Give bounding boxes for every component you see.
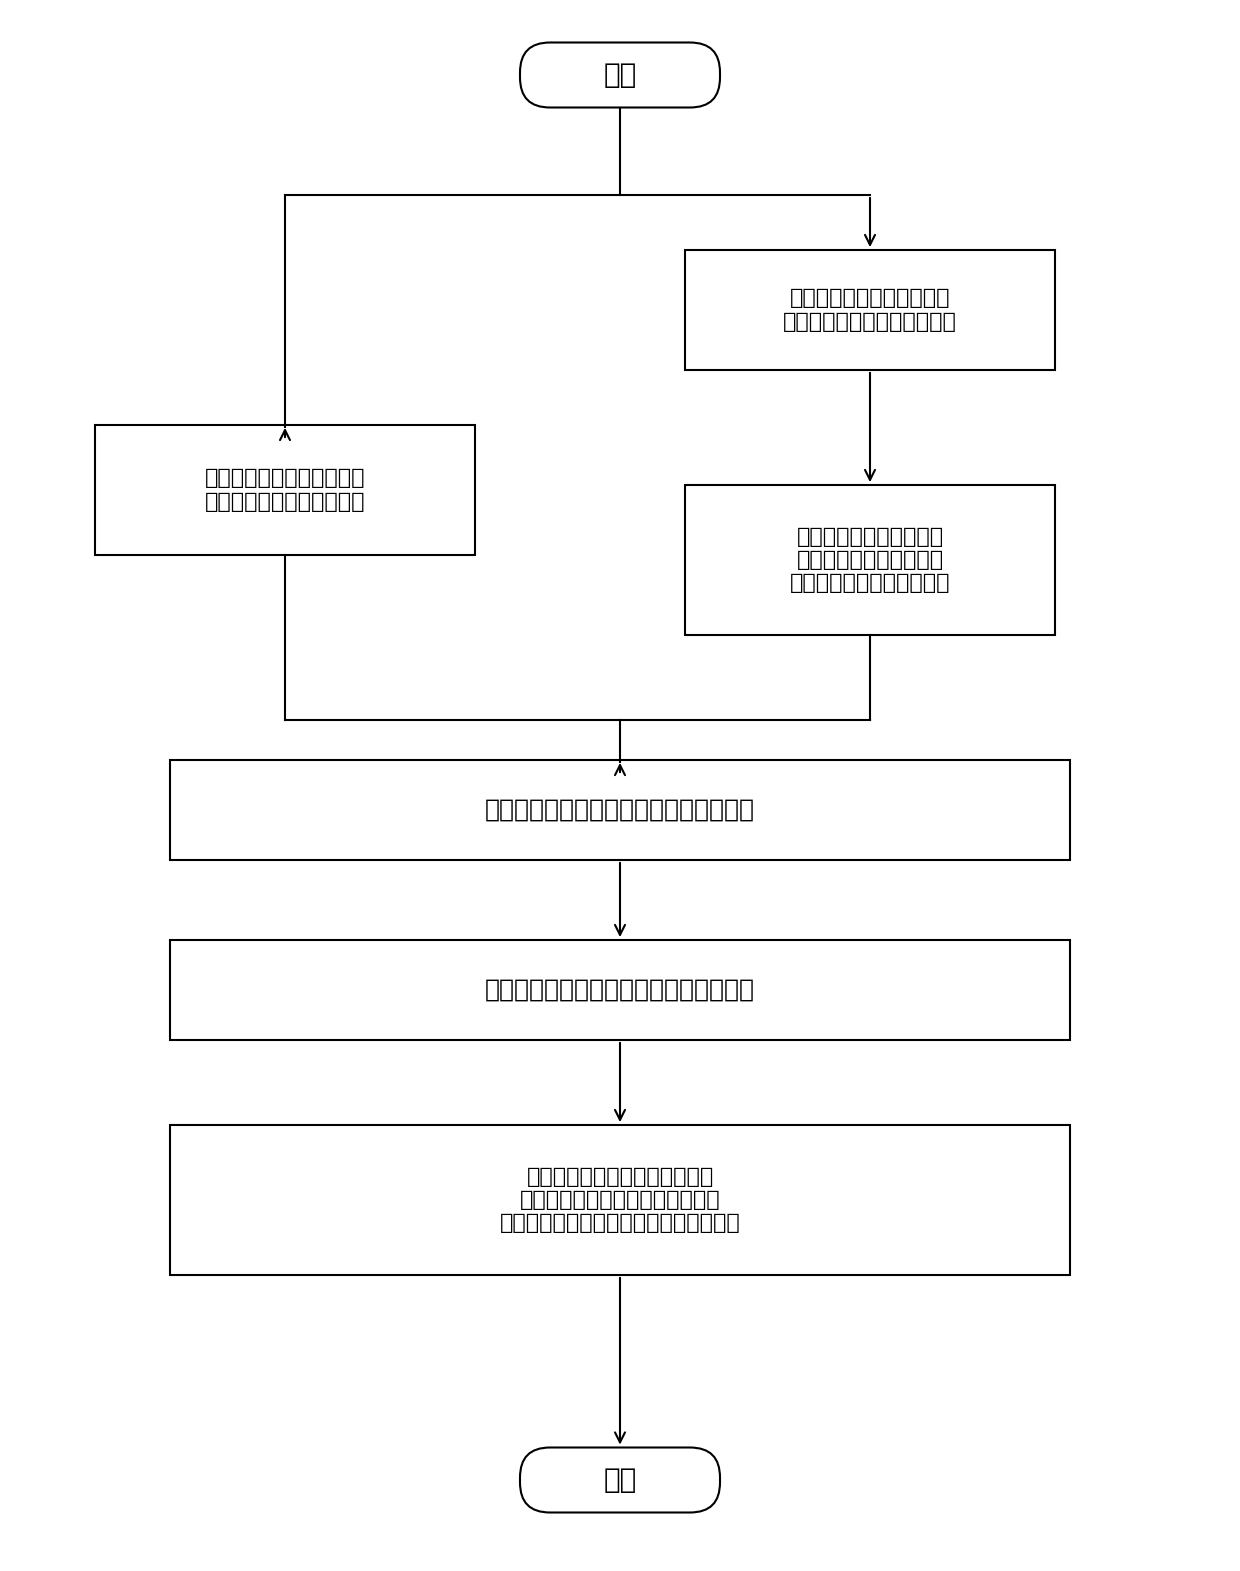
- Bar: [170, 939, 1070, 1040]
- FancyBboxPatch shape: [520, 1447, 720, 1513]
- Text: 建立基于广义薄层传输条件
的电磁波时域有限差分方程: 建立基于广义薄层传输条件 的电磁波时域有限差分方程: [205, 468, 366, 512]
- Bar: [95, 426, 475, 555]
- Bar: [170, 760, 1070, 859]
- Text: 采用复共轭极点留数对的
方法，拟合宽频带下的电
极化率张量和磁极化率张量: 采用复共轭极点留数对的 方法，拟合宽频带下的电 极化率张量和磁极化率张量: [790, 526, 950, 594]
- Text: 结束: 结束: [604, 1466, 636, 1494]
- FancyBboxPatch shape: [520, 42, 720, 107]
- Text: 石墨烯上电场强度和磁场强度的更新方程: 石墨烯上电场强度和磁场强度的更新方程: [485, 979, 755, 1002]
- Text: 极化电流密度和极化磁流密度的更新方程: 极化电流密度和极化磁流密度的更新方程: [485, 798, 755, 822]
- Text: 提取宽频带下石墨烯材料的
电极化率张量和磁极化率张量: 提取宽频带下石墨烯材料的 电极化率张量和磁极化率张量: [784, 289, 957, 331]
- Bar: [170, 1125, 1070, 1276]
- Bar: [684, 250, 1055, 371]
- Bar: [684, 485, 1055, 635]
- Text: 开始: 开始: [604, 61, 636, 90]
- Text: 进行差分迭代，求解计算域内的
电场强度与磁场强度，并使用离散
傅里叶变换计算得到反射系数和透射系数: 进行差分迭代，求解计算域内的 电场强度与磁场强度，并使用离散 傅里叶变换计算得到…: [500, 1167, 740, 1233]
